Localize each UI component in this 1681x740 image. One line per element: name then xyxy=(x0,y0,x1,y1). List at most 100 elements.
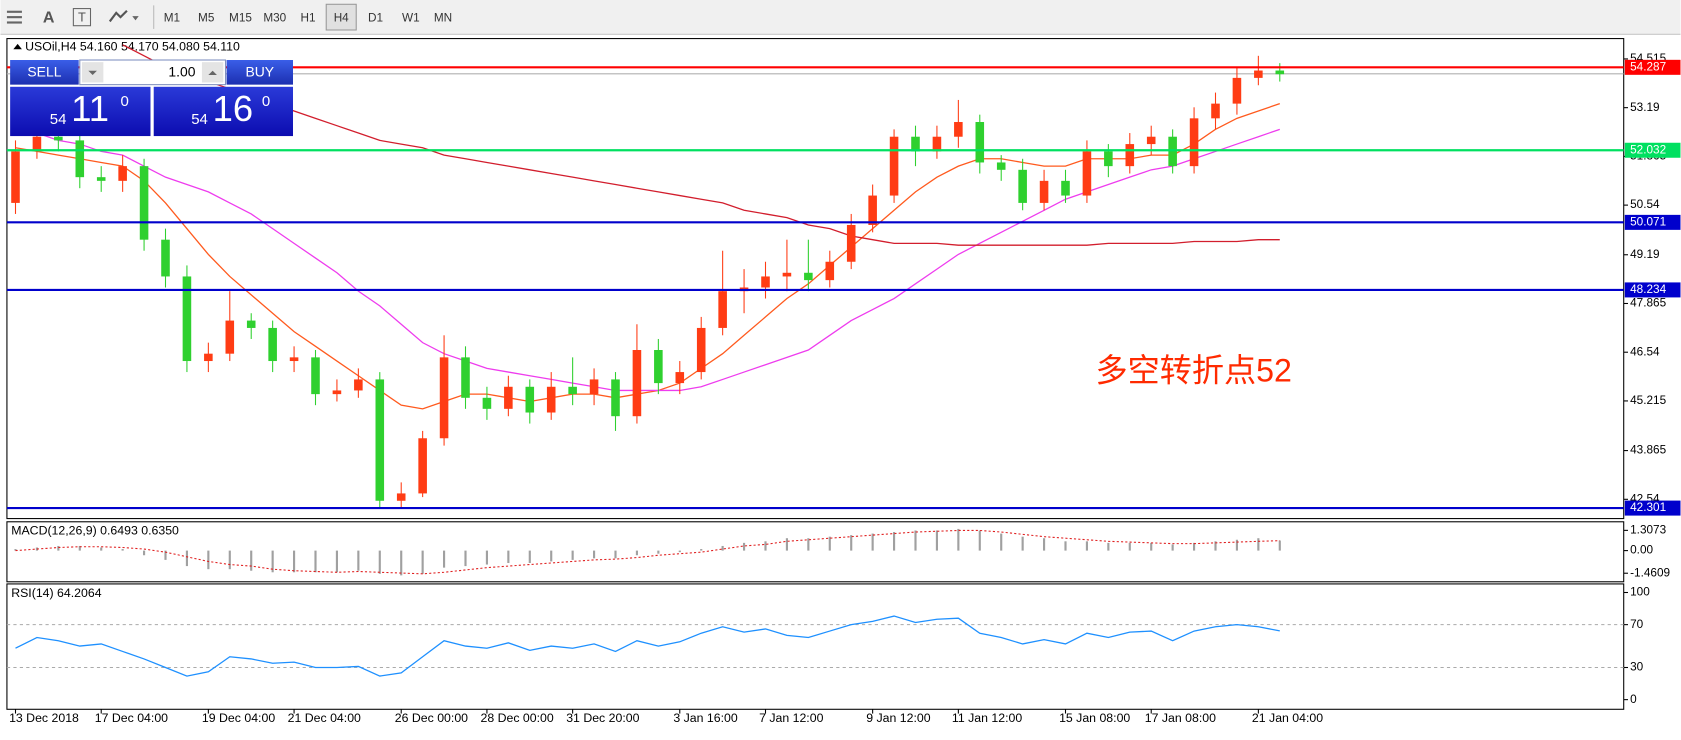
macd-bar xyxy=(935,530,938,551)
timeframe-button[interactable]: M5 xyxy=(198,11,215,24)
timeframe-button[interactable]: MN xyxy=(434,11,452,24)
candle-body xyxy=(118,166,127,181)
candle-body xyxy=(439,357,449,439)
y-tick-label: 46.54 xyxy=(1630,345,1660,358)
y-tick-label: 49.19 xyxy=(1630,248,1659,261)
timeframe-button[interactable]: H1 xyxy=(300,11,315,24)
buy-price-main: 16 xyxy=(213,88,254,129)
candle-body xyxy=(868,195,877,225)
candle-body xyxy=(311,357,320,395)
timeframe-button[interactable]: M15 xyxy=(229,11,252,24)
timeframe-active[interactable] xyxy=(325,3,357,31)
timeframe-button[interactable]: M1 xyxy=(164,11,180,24)
macd-bar xyxy=(357,550,360,571)
text-tool[interactable]: A xyxy=(43,8,55,26)
y-tick-label: 45.215 xyxy=(1630,394,1666,407)
moving-average xyxy=(15,128,1280,392)
x-tick-label: 26 Dec 00:00 xyxy=(395,711,468,725)
macd-bar xyxy=(764,541,767,551)
x-tick-label: 9 Jan 12:00 xyxy=(866,711,931,725)
candle-body xyxy=(996,162,1006,170)
macd-bar xyxy=(464,550,467,567)
y-tick-label: 100 xyxy=(1630,586,1650,599)
y-tick-label: 70 xyxy=(1630,618,1644,631)
macd-bar xyxy=(421,550,424,574)
buy-button[interactable] xyxy=(226,60,293,85)
macd-bar xyxy=(1235,539,1238,551)
sell-button[interactable] xyxy=(10,60,79,85)
candle-body xyxy=(1104,151,1113,167)
candle-body xyxy=(1275,70,1285,75)
macd-bar xyxy=(1171,544,1174,551)
macd-label: MACD(12,26,9) 0.6493 0.6350 xyxy=(11,524,179,538)
macd-bar xyxy=(1257,538,1260,551)
macd-bar xyxy=(250,550,253,571)
candle-body xyxy=(375,379,385,501)
lot-value[interactable]: 1.00 xyxy=(168,64,195,80)
moving-average xyxy=(15,103,1280,410)
timeframe-button[interactable]: W1 xyxy=(402,11,420,24)
timeframe-button[interactable]: D1 xyxy=(368,11,383,24)
buy-text[interactable]: BUY xyxy=(245,64,274,80)
macd-bar xyxy=(1128,542,1131,551)
y-tick-label: 43.865 xyxy=(1630,444,1666,457)
macd-signal xyxy=(15,529,1280,575)
sell-text[interactable]: SELL xyxy=(27,64,61,80)
timeframe-button[interactable]: M30 xyxy=(263,11,286,24)
annotation: 多空转折点52 xyxy=(1096,352,1292,388)
macd-bar xyxy=(550,550,553,562)
candle-body xyxy=(204,353,213,362)
candle-body xyxy=(632,350,642,417)
candle-body xyxy=(289,357,299,362)
candle-body xyxy=(161,239,170,277)
lot-input[interactable] xyxy=(79,59,227,86)
candle-body xyxy=(1254,70,1263,78)
macd-bar xyxy=(807,538,810,551)
macd-bar xyxy=(57,545,60,551)
candle-body xyxy=(1211,103,1220,119)
x-tick-label: 31 Dec 20:00 xyxy=(566,711,639,725)
macd-bar xyxy=(828,536,831,551)
candle-body xyxy=(461,357,470,398)
level-label-box xyxy=(1624,142,1681,158)
candle-body xyxy=(932,136,942,152)
level-label: 50.071 xyxy=(1630,215,1666,228)
candle-body xyxy=(182,276,192,362)
candle-body xyxy=(75,140,85,178)
candle-body xyxy=(782,272,792,277)
toolbar-icons xyxy=(6,8,139,27)
buy-price-sup: 0 xyxy=(262,93,270,110)
icon[interactable] xyxy=(108,9,128,23)
icon[interactable] xyxy=(72,8,92,27)
y-tick-label: 53.19 xyxy=(1630,101,1659,114)
macd-bar xyxy=(443,550,446,568)
x-tick-label: 15 Jan 08:00 xyxy=(1059,711,1130,725)
macd-bar xyxy=(850,535,853,551)
icon xyxy=(88,70,97,75)
sell-price-main: 11 xyxy=(71,88,109,129)
buy-price-box[interactable] xyxy=(153,86,293,137)
y-tick-label: 47.865 xyxy=(1630,297,1666,310)
icon[interactable] xyxy=(132,16,139,21)
candle-body xyxy=(975,122,985,163)
macd-bar xyxy=(743,542,746,551)
macd-bar xyxy=(635,550,638,556)
x-tick-label: 7 Jan 12:00 xyxy=(759,711,824,725)
timeframe-button[interactable]: H4 xyxy=(334,11,349,24)
candle-body xyxy=(11,151,20,203)
candle-body xyxy=(1168,136,1177,167)
x-tick-label: 19 Dec 04:00 xyxy=(202,711,275,725)
sell-price-sup: 0 xyxy=(121,93,129,110)
label-tool[interactable]: T xyxy=(78,10,86,25)
macd-bar xyxy=(1021,536,1024,551)
y-tick-label: -1.4609 xyxy=(1630,566,1670,579)
y-tick-label: 0 xyxy=(1630,693,1637,706)
x-tick-label: 11 Jan 12:00 xyxy=(952,711,1022,725)
macd-bar xyxy=(78,545,81,551)
candle-body xyxy=(1189,118,1199,167)
level-label: 54.287 xyxy=(1630,60,1666,73)
x-tick-label: 3 Jan 16:00 xyxy=(673,711,738,725)
sell-price-box[interactable] xyxy=(10,86,151,137)
candle-body xyxy=(32,136,42,152)
